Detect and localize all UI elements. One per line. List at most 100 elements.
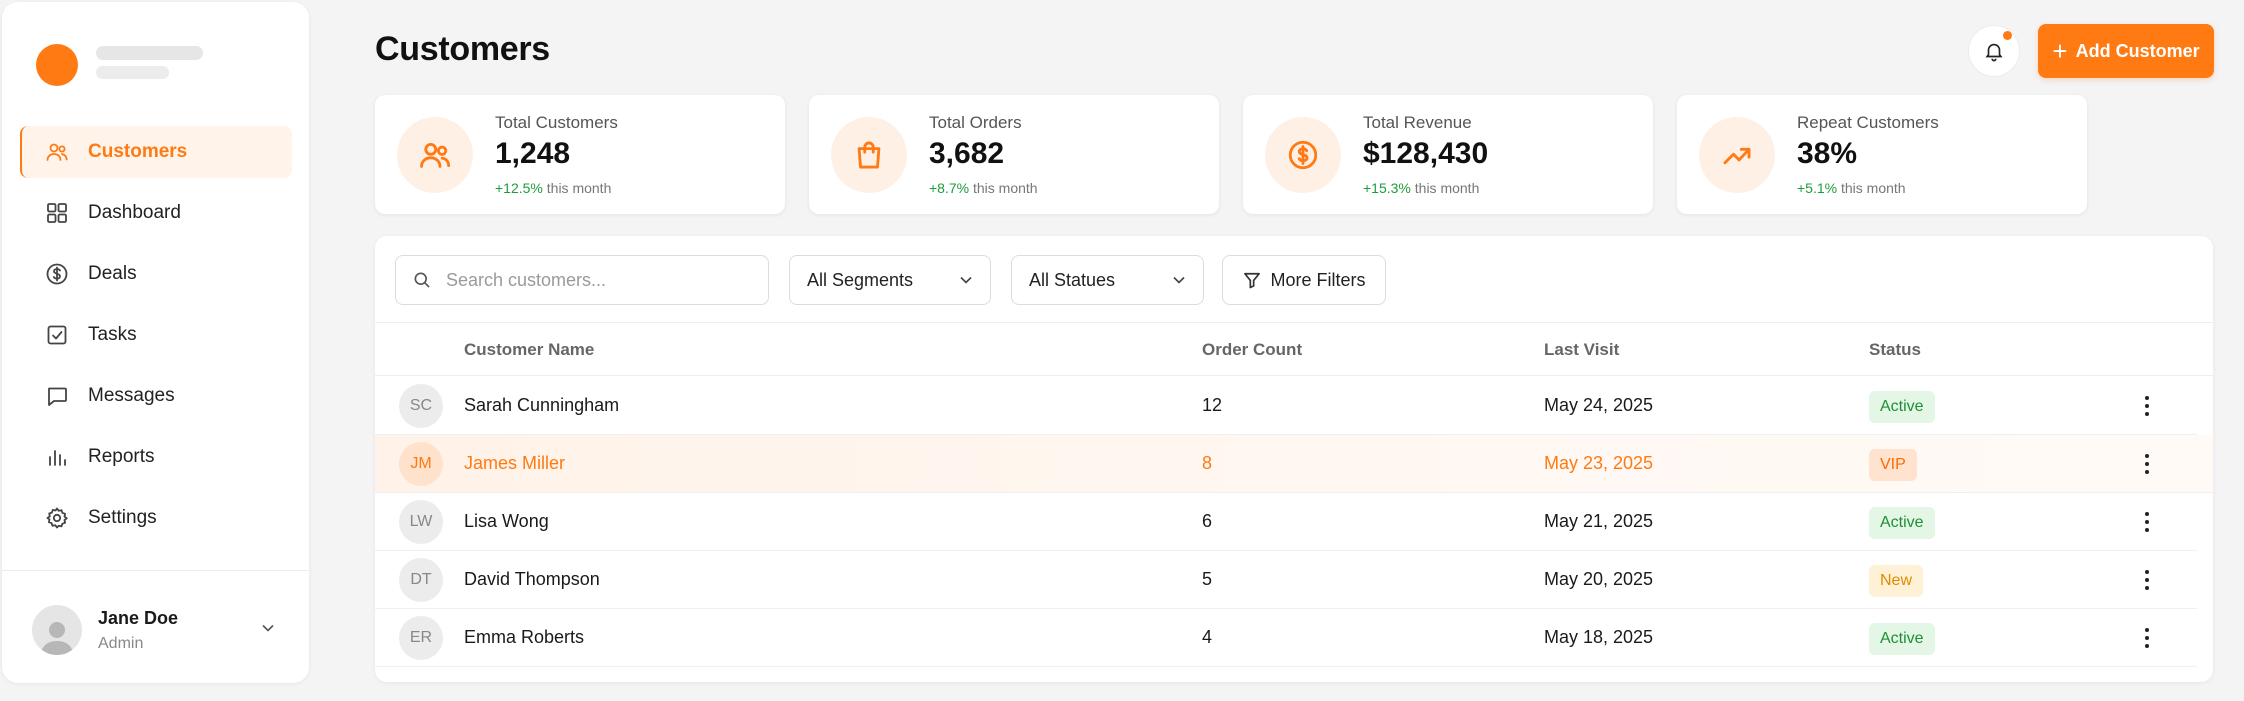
logo-placeholder-bar: [96, 46, 203, 60]
avatar: DT: [399, 558, 443, 602]
status-badge: Active: [1869, 623, 1935, 655]
sidebar-item-messages[interactable]: Messages: [20, 370, 292, 422]
customers-table-panel: All Segments All Statues More Filters Cu…: [375, 236, 2213, 682]
notifications-button[interactable]: [1968, 25, 2020, 77]
more-vertical-icon[interactable]: [2137, 566, 2157, 594]
sidebar-item-dashboard[interactable]: Dashboard: [20, 187, 292, 239]
sidebar-item-deals[interactable]: Deals: [20, 248, 292, 300]
message-icon: [44, 383, 70, 409]
stat-label: Total Orders: [929, 113, 1022, 132]
status-badge: Active: [1869, 391, 1935, 423]
more-vertical-icon[interactable]: [2137, 508, 2157, 536]
table-row[interactable]: LW Lisa Wong 6 May 21, 2025 Active: [375, 493, 2197, 551]
stat-label: Total Revenue: [1363, 113, 1472, 132]
customer-name: James Miller: [464, 453, 566, 473]
more-vertical-icon[interactable]: [2137, 392, 2157, 420]
stat-value: 1,248: [495, 137, 571, 170]
last-visit: May 20, 2025: [1544, 569, 1654, 589]
table-row[interactable]: SC Sarah Cunningham 12 May 24, 2025 Acti…: [375, 377, 2197, 435]
checkbox-icon: [44, 322, 70, 348]
sidebar-item-customers[interactable]: Customers: [20, 126, 292, 178]
customer-name: Emma Roberts: [464, 627, 585, 647]
stat-label: Repeat Customers: [1797, 113, 1939, 132]
table-row[interactable]: DT David Thompson 5 May 20, 2025 New: [375, 551, 2197, 609]
gear-icon: [44, 505, 70, 531]
users-icon: [44, 139, 70, 165]
sidebar-item-label: Tasks: [88, 324, 137, 345]
stat-change: +12.5% this month: [495, 180, 612, 196]
page-title: Customers: [375, 30, 550, 68]
more-filters-label: More Filters: [1270, 269, 1366, 290]
sidebar-item-label: Dashboard: [88, 202, 181, 223]
filter-icon: [1242, 270, 1270, 290]
stat-value: $128,430: [1363, 137, 1489, 170]
segment-select[interactable]: All Segments: [789, 255, 991, 305]
stat-card-total-customers: Total Customers 1,248 +12.5% this month: [375, 95, 785, 214]
bar-chart-icon: [44, 444, 70, 470]
add-customer-button[interactable]: + Add Customer: [2038, 24, 2214, 78]
customer-name: Lisa Wong: [464, 511, 549, 531]
sidebar-item-reports[interactable]: Reports: [20, 431, 292, 483]
dollar-icon: [44, 261, 70, 287]
search-box[interactable]: [395, 255, 769, 305]
search-input[interactable]: [446, 269, 746, 291]
stat-card-total-orders: Total Orders 3,682 +8.7% this month: [809, 95, 1219, 214]
order-count: 6: [1202, 511, 1213, 531]
stat-change: +8.7% this month: [929, 180, 1038, 196]
table-body: SC Sarah Cunningham 12 May 24, 2025 Acti…: [375, 377, 2213, 667]
avatar: SC: [399, 384, 443, 428]
table-header: Customer Name Order Count Last Visit Sta…: [375, 322, 2213, 376]
users-icon: [397, 117, 473, 193]
customer-name: Sarah Cunningham: [464, 395, 620, 415]
last-visit: May 24, 2025: [1544, 395, 1654, 415]
status-badge: New: [1869, 565, 1924, 597]
table-row[interactable]: JM James Miller 8 May 23, 2025 VIP: [375, 435, 2213, 493]
stat-label: Total Customers: [495, 113, 618, 132]
sidebar-item-settings[interactable]: Settings: [20, 492, 292, 544]
order-count: 4: [1202, 627, 1213, 647]
stat-change: +5.1% this month: [1797, 180, 1906, 196]
last-visit: May 21, 2025: [1544, 511, 1654, 531]
logo[interactable]: [36, 42, 236, 86]
chevron-down-icon[interactable]: [258, 618, 282, 642]
more-vertical-icon[interactable]: [2137, 624, 2157, 652]
status-badge: VIP: [1869, 449, 1917, 481]
column-header-last-visit[interactable]: Last Visit: [1544, 340, 1620, 359]
table-row[interactable]: ER Emma Roberts 4 May 18, 2025 Active: [375, 609, 2197, 667]
sidebar-nav: Customers Dashboard Deals Tasks Messages: [20, 126, 292, 553]
avatar: ER: [399, 616, 443, 660]
user-profile[interactable]: Jane Doe Admin: [32, 602, 282, 658]
dollar-circle-icon: [1265, 117, 1341, 193]
bell-icon: [1983, 40, 2005, 62]
column-header-status[interactable]: Status: [1869, 340, 1921, 359]
status-select[interactable]: All Statues: [1011, 255, 1204, 305]
sidebar: Customers Dashboard Deals Tasks Messages: [2, 2, 309, 683]
stat-value: 3,682: [929, 137, 1005, 170]
search-icon: [412, 270, 432, 290]
sidebar-item-label: Customers: [88, 141, 188, 162]
last-visit: May 23, 2025: [1544, 453, 1654, 473]
stat-card-repeat-customers: Repeat Customers 38% +5.1% this month: [1677, 95, 2087, 214]
stat-change: +15.3% this month: [1363, 180, 1480, 196]
order-count: 8: [1202, 453, 1213, 473]
sidebar-item-label: Settings: [88, 507, 157, 528]
more-filters-button[interactable]: More Filters: [1222, 255, 1386, 305]
add-customer-label: Add Customer: [2075, 40, 2200, 61]
stat-card-total-revenue: Total Revenue $128,430 +15.3% this month: [1243, 95, 1653, 214]
logo-placeholder-bar: [96, 66, 169, 79]
order-count: 12: [1202, 395, 1223, 415]
customer-name: David Thompson: [464, 569, 600, 589]
sidebar-item-tasks[interactable]: Tasks: [20, 309, 292, 361]
shopping-bag-icon: [831, 117, 907, 193]
logo-mark: [36, 44, 78, 86]
chevron-down-icon: [956, 270, 976, 290]
plus-icon: +: [2052, 36, 2068, 66]
more-vertical-icon[interactable]: [2137, 450, 2157, 478]
column-header-customer-name[interactable]: Customer Name: [464, 340, 595, 359]
status-select-value: All Statues: [1029, 269, 1116, 290]
avatar: LW: [399, 500, 443, 544]
status-badge: Active: [1869, 507, 1935, 539]
avatar: JM: [399, 442, 443, 486]
column-header-order-count[interactable]: Order Count: [1202, 340, 1303, 359]
notification-dot: [2003, 31, 2012, 40]
